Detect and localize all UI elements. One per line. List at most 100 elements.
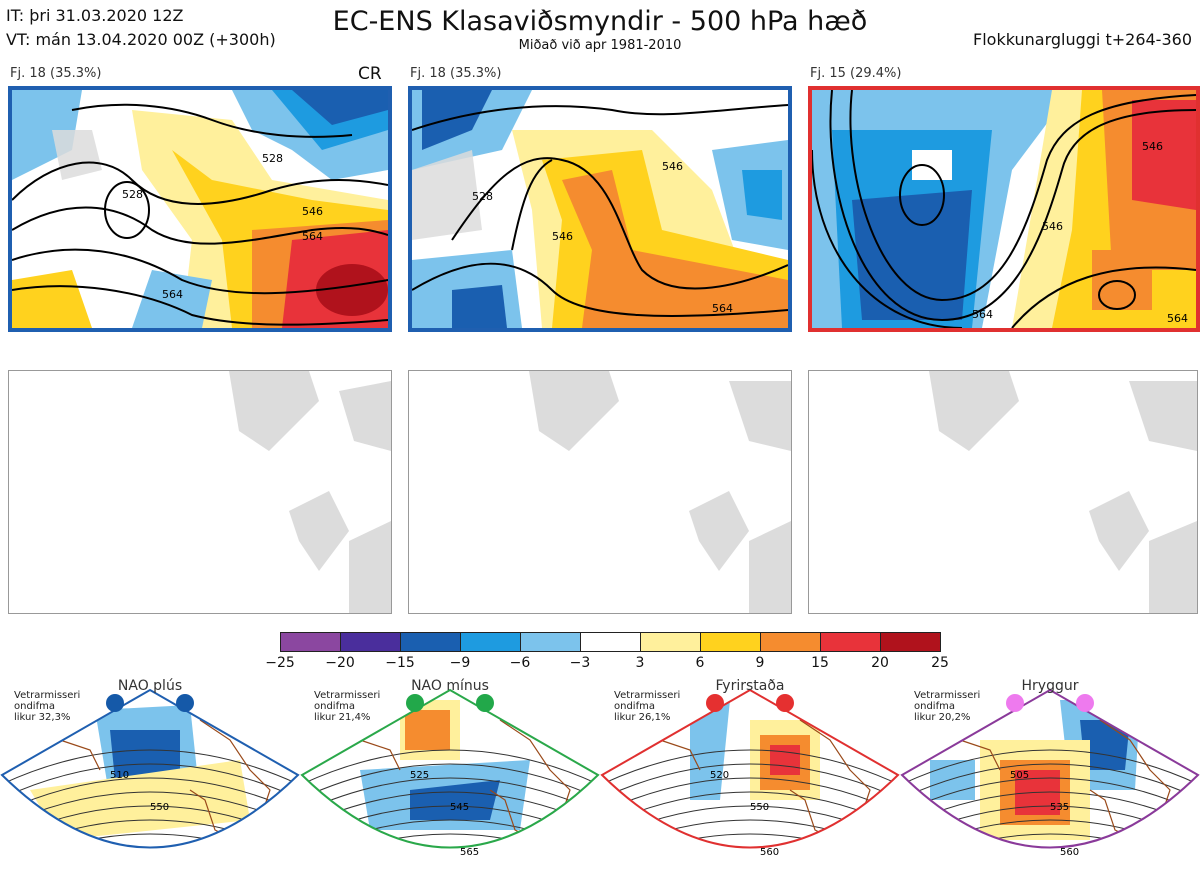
regime-map-2[interactable]: 525 545 565 <box>300 680 600 880</box>
regime-marker-dot <box>1076 694 1094 712</box>
height-contour <box>2 763 298 800</box>
anomaly-area <box>770 745 800 775</box>
anomaly-area <box>410 780 500 820</box>
valid-time: VT: mán 13.04.2020 00Z (+300h) <box>6 30 276 49</box>
regime-map-4[interactable]: 505 535 560 <box>900 680 1200 880</box>
colorbar-cell <box>700 632 761 652</box>
classification-window: Flokkunargluggi t+264-360 <box>973 30 1192 49</box>
colorbar-tick-label: −3 <box>569 655 591 671</box>
empty-map-3[interactable] <box>808 370 1198 614</box>
regime-marker-dot <box>1006 694 1024 712</box>
colorbar-tick-label: −15 <box>385 655 415 671</box>
cluster-1-label: Fj. 18 (35.3%) <box>10 66 102 81</box>
height-contour <box>902 833 1198 848</box>
cluster-map-1[interactable]: 528 528 546 564 564 <box>8 86 392 332</box>
height-contour <box>2 777 298 814</box>
colorbar-tick-label: 15 <box>811 655 829 671</box>
height-contour <box>602 777 898 814</box>
colorbar-tick-label: −6 <box>509 655 531 671</box>
anomaly-area <box>110 730 180 780</box>
colorbar-tick-label: 6 <box>695 655 705 671</box>
height-contour <box>302 777 598 814</box>
contour-label: 564 <box>972 308 993 321</box>
empty-map-1[interactable] <box>8 370 392 614</box>
contour-label: 546 <box>1142 140 1163 153</box>
regime-outline <box>0 688 300 849</box>
regime-outline <box>300 688 600 849</box>
contour-label: 505 <box>1010 770 1029 781</box>
height-contour <box>602 763 898 800</box>
colorbar-tick-label: −9 <box>449 655 471 671</box>
contour-label: 535 <box>1050 802 1069 813</box>
height-contour <box>2 833 298 848</box>
contour-label: 564 <box>712 302 733 315</box>
colorbar-cell <box>880 632 941 652</box>
contour-label: 550 <box>750 802 769 813</box>
colorbar-tick-label: −20 <box>325 655 355 671</box>
contour-label: 564 <box>302 230 323 243</box>
contour-label: 525 <box>410 770 429 781</box>
contour-label: 546 <box>302 205 323 218</box>
regime-climate-note: Vetrarmisseri ondifma likur 21,4% <box>314 690 381 723</box>
contour-label: 546 <box>552 230 573 243</box>
colorbar-cell <box>460 632 521 652</box>
colorbar-cell <box>520 632 581 652</box>
empty-map-2[interactable] <box>408 370 792 614</box>
regime-map-1[interactable]: 510 550 <box>0 680 300 880</box>
regime-title: NAO mínus <box>411 678 489 694</box>
regime-marker-dot <box>106 694 124 712</box>
colorbar-tick-label: 3 <box>635 655 645 671</box>
height-contour <box>302 749 598 786</box>
height-contour <box>2 749 298 786</box>
colorbar-cell <box>400 632 461 652</box>
contour-label: 528 <box>122 188 143 201</box>
cluster-1-tag: CR <box>358 64 382 84</box>
anomaly-area <box>405 710 450 750</box>
cluster-3-label: Fj. 15 (29.4%) <box>810 66 902 81</box>
regime-title: Hryggur <box>1021 678 1079 694</box>
regime-marker-dot <box>776 694 794 712</box>
colorbar-tick-label: 25 <box>931 655 949 671</box>
issue-time: IT: þri 31.03.2020 12Z <box>6 6 184 25</box>
contour-label: 510 <box>110 770 129 781</box>
height-contour <box>902 777 1198 814</box>
colorbar-tick-label: 9 <box>755 655 765 671</box>
regime-climate-note: Vetrarmisseri ondifma likur 20,2% <box>914 690 981 723</box>
regime-title: NAO plús <box>117 678 183 694</box>
contour-label: 560 <box>760 847 779 858</box>
cluster-map-3[interactable]: 546 546 564 564 <box>808 86 1200 332</box>
height-contour <box>902 749 1198 786</box>
contour-label: 564 <box>1167 312 1188 325</box>
cluster-map-2[interactable]: 528 546 546 564 <box>408 86 792 332</box>
colorbar-cell <box>580 632 641 652</box>
height-contour <box>302 763 598 800</box>
cluster-2-label: Fj. 18 (35.3%) <box>410 66 502 81</box>
height-contour <box>602 833 898 848</box>
colorbar-cell <box>820 632 881 652</box>
contour-label: 546 <box>1042 220 1063 233</box>
height-contour <box>602 749 898 786</box>
colorbar-cell <box>640 632 701 652</box>
regime-title: Fyrirstaða <box>715 678 785 694</box>
issue-time-block: IT: þri 31.03.2020 12Z VT: mán 13.04.202… <box>6 4 276 52</box>
anomaly-area <box>690 700 730 800</box>
contour-label: 545 <box>450 802 469 813</box>
anomaly-area <box>930 760 975 800</box>
regime-map-3[interactable]: 520 550 560 <box>600 680 900 880</box>
colorbar-tick-label: 20 <box>871 655 889 671</box>
regime-marker-dot <box>176 694 194 712</box>
regime-marker-dot <box>706 694 724 712</box>
colorbar-cell <box>760 632 821 652</box>
anomaly-area <box>30 760 250 840</box>
contour-label: 560 <box>1060 847 1079 858</box>
contour-label: 528 <box>472 190 493 203</box>
regime-outline <box>900 688 1200 849</box>
page-subtitle: Miðað við apr 1981-2010 <box>518 38 682 53</box>
contour-label: 546 <box>662 160 683 173</box>
colorbar-cell <box>340 632 401 652</box>
contour-label: 528 <box>262 152 283 165</box>
regime-climate-note: Vetrarmisseri ondifma likur 32,3% <box>14 690 81 723</box>
page-title: EC-ENS Klasaviðsmyndir - 500 hPa hæð <box>332 6 868 37</box>
regime-climate-note: Vetrarmisseri ondifma likur 26,1% <box>614 690 681 723</box>
height-contour <box>302 833 598 848</box>
